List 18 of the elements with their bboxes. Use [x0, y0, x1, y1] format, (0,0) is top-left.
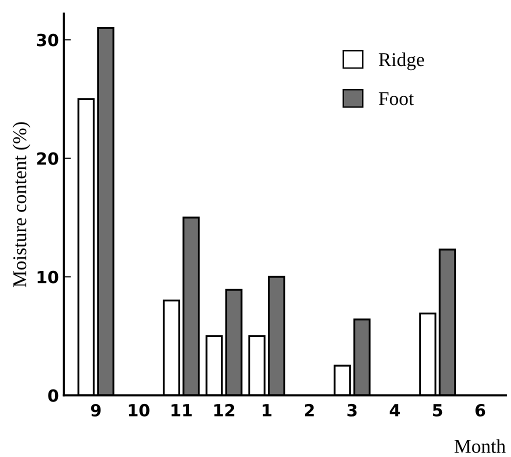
x-tick-label: 4	[390, 404, 400, 416]
x-tick-label: 5	[433, 404, 442, 417]
x-tick-label: 2	[304, 404, 314, 416]
legend-label: Ridge	[378, 52, 424, 70]
x-tick-label: 9	[90, 404, 101, 417]
x-axis-title: Month	[454, 439, 506, 453]
x-tick-label: 1	[262, 404, 272, 416]
x-tick-label: 12	[214, 404, 234, 416]
x-tick-label: 11	[172, 404, 192, 416]
y-tick-label: 20	[37, 152, 58, 165]
y-tick-label: 0	[48, 389, 58, 402]
y-axis-title: Moisture content (%)	[12, 122, 30, 288]
legend-label: Foot	[378, 92, 414, 106]
y-tick-label: 30	[36, 34, 58, 46]
x-tick-label: 10	[128, 404, 150, 417]
x-tick-label: 3	[347, 404, 357, 417]
y-tick-label: 10	[38, 270, 58, 284]
x-tick-label: 6	[476, 404, 486, 417]
